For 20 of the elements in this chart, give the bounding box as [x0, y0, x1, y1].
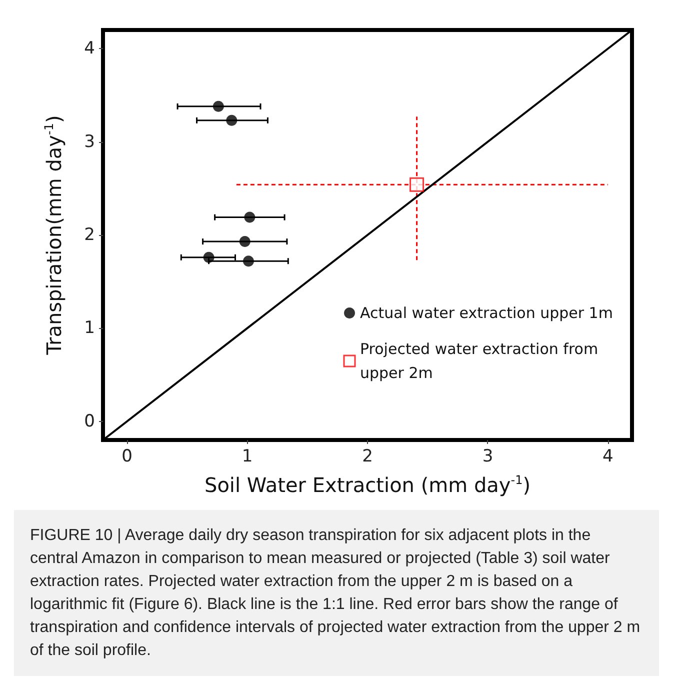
point: [226, 114, 238, 126]
point: [212, 100, 224, 112]
x-tick-label: 2: [362, 446, 373, 466]
x-tick-label: 4: [602, 446, 614, 466]
y-tick-label: 3: [84, 132, 95, 152]
x-tick-label: 3: [482, 446, 494, 466]
point: [410, 177, 424, 192]
y-tick-label: 1: [84, 318, 95, 338]
caption: FIGURE 10 | Average daily dry season transpiration for six adjacent plots in the central Amazon in comparison to mean measured or projected (Table 3) soil water extraction rates. Projected water extraction from the upper 2 m is based on a logarithmic fit (Figure 6). Black line is the 1:1 line. Red error bars show the range of transpiration and confidence intervals of projected water extraction from the upper 2 m of the soil profile.: [30, 526, 642, 661]
point: [244, 212, 256, 223]
y-tick-label: 0: [84, 411, 95, 432]
point: [239, 236, 250, 248]
point: [242, 256, 254, 267]
y-axis-title: Transpiration(mm day-1): [42, 115, 66, 356]
y-tick-label: 2: [84, 225, 95, 245]
x-tick-label: 1: [242, 446, 253, 466]
legend-label: Projected water extraction from upper 2m: [360, 340, 603, 382]
legend-label: Actual water extraction upper 1m: [360, 304, 613, 322]
y-tick-label: 4: [84, 38, 95, 59]
x-tick-label: 0: [122, 446, 132, 466]
